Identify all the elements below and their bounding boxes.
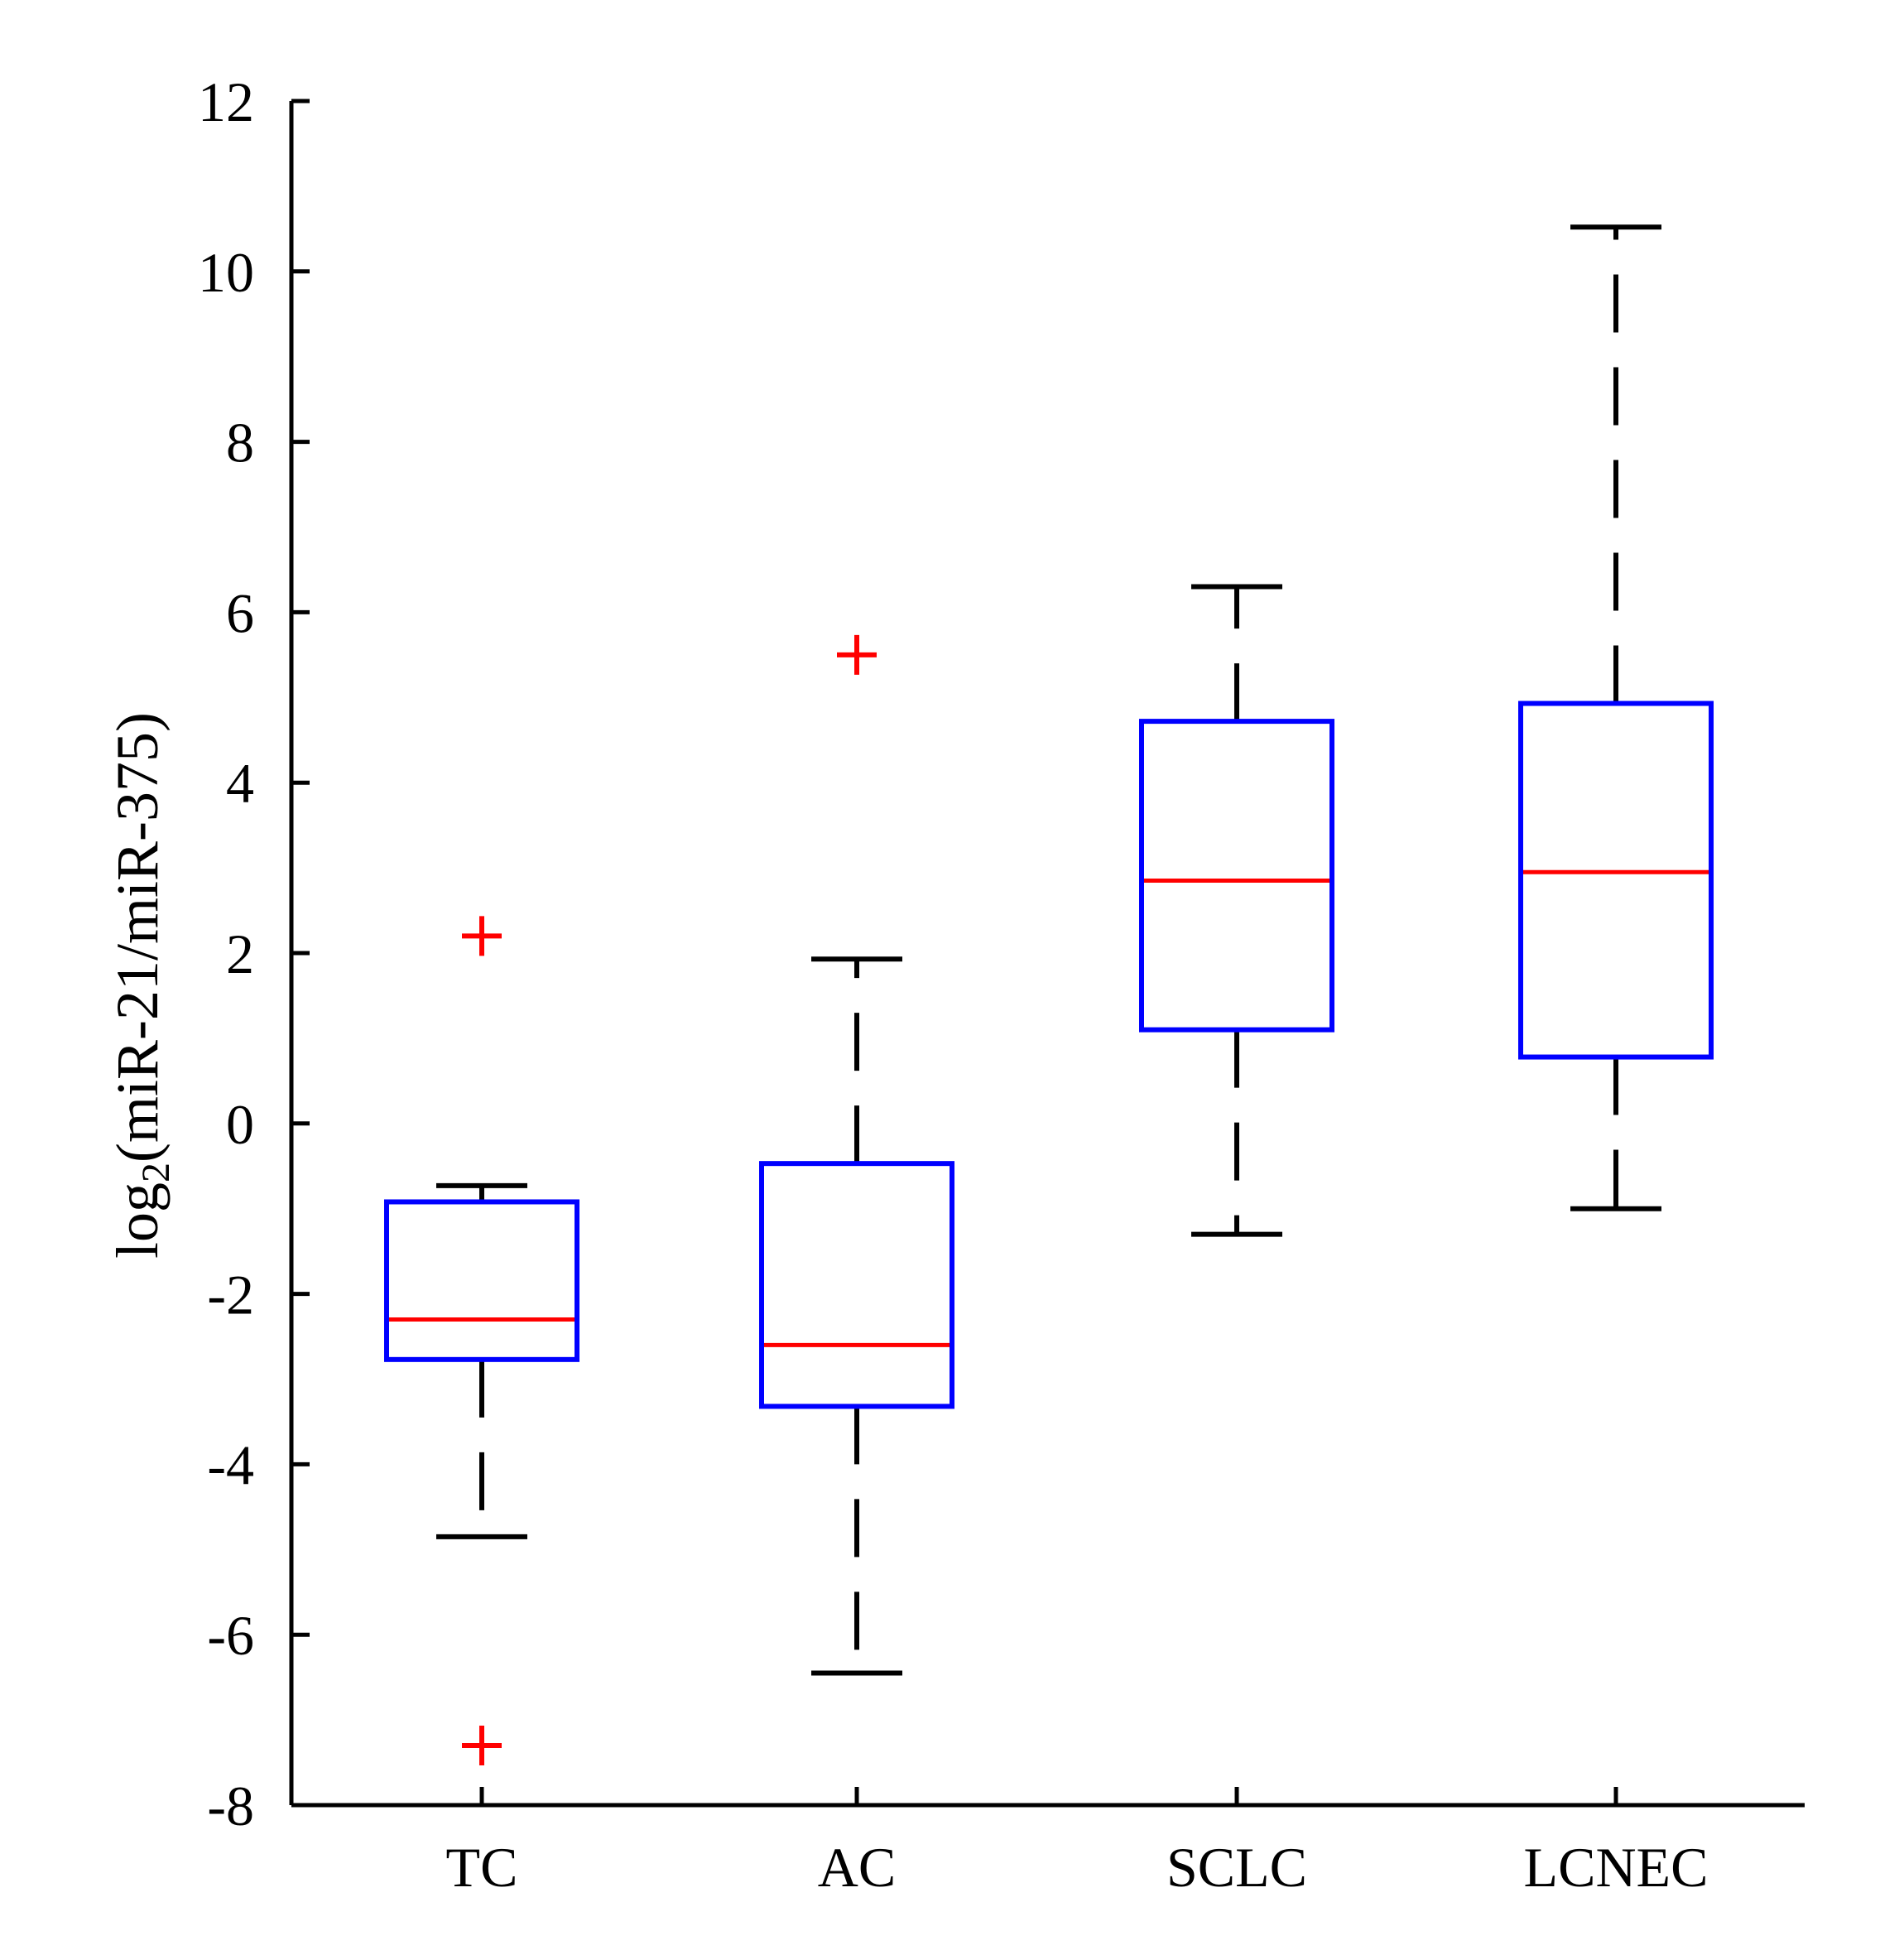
y-axis-label: log2(miR-21/miR-375): [104, 712, 178, 1259]
y-tick-label: -4: [207, 1433, 254, 1496]
box-group-sclc: [1139, 584, 1334, 1237]
y-tick-label: 0: [226, 1093, 254, 1156]
outlier-marker: [462, 1725, 502, 1765]
x-tick-label: LCNEC: [1524, 1836, 1709, 1899]
iqr-box: [759, 1161, 954, 1409]
x-tick-label: SCLC: [1166, 1836, 1307, 1899]
y-tick-label: 6: [226, 581, 254, 644]
x-axis: TC AC SCLC LCNEC: [291, 1787, 1805, 1899]
box-group-tc: [384, 916, 579, 1765]
iqr-box: [384, 1199, 579, 1362]
x-tick-label: TC: [446, 1836, 518, 1899]
iqr-box: [1139, 719, 1334, 1033]
y-axis-label-prefix: log: [104, 1182, 171, 1259]
iqr-box: [1518, 701, 1714, 1060]
x-tick-label: AC: [818, 1836, 896, 1899]
y-axis: -8 -6 -4 -2 0 2 4 6 8 10 12: [198, 70, 310, 1837]
y-tick-label: 4: [226, 752, 254, 815]
box-group-ac: [759, 634, 954, 1676]
box-group-lcnec: [1518, 224, 1714, 1211]
outlier-marker: [462, 916, 502, 956]
y-axis-label-suffix: (miR-21/miR-375): [104, 712, 171, 1163]
boxes: [384, 224, 1714, 1765]
y-tick-label: 12: [198, 70, 254, 133]
y-tick-label: -8: [207, 1774, 254, 1837]
outlier-marker: [837, 634, 877, 675]
y-tick-label: 8: [226, 412, 254, 474]
y-tick-label: 10: [198, 241, 254, 304]
y-tick-label: 2: [226, 922, 254, 985]
y-axis-label-subscript: 2: [134, 1163, 178, 1182]
y-tick-label: -2: [207, 1264, 254, 1327]
y-tick-label: -6: [207, 1604, 254, 1667]
